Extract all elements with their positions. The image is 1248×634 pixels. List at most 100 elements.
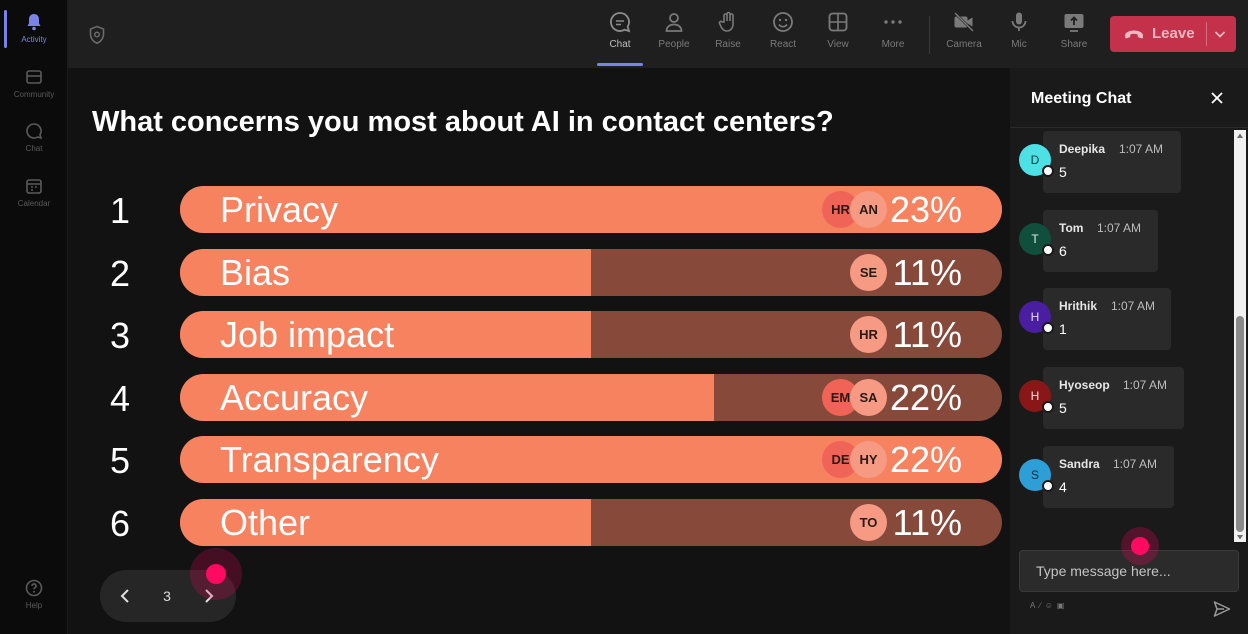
app-rail: Activity Community Chat Calendar Help xyxy=(0,0,68,634)
poll-bar-fill xyxy=(180,498,591,546)
message-text: 5 xyxy=(1059,400,1067,417)
pointer-highlight xyxy=(1121,527,1159,565)
message-timestamp: 1:07 AM xyxy=(1097,220,1142,235)
react-button[interactable]: React xyxy=(760,10,806,50)
share-button[interactable]: Share xyxy=(1051,10,1097,50)
poll-option[interactable]: 1 HR AN 23% Privacy xyxy=(68,186,1010,234)
voter-avatar: EM xyxy=(822,378,859,416)
poll-option-label: Accuracy xyxy=(220,376,369,418)
chat-label: Chat xyxy=(609,39,631,50)
poll-option-percent: 11% xyxy=(892,251,962,293)
chevron-right-icon[interactable] xyxy=(200,586,218,606)
hang-up-icon xyxy=(1125,30,1143,39)
page-number: 3 xyxy=(163,588,171,604)
rail-item-calendar[interactable]: Calendar xyxy=(0,176,68,208)
scroll-down-icon[interactable] xyxy=(1236,533,1244,541)
sender-name: Sandra xyxy=(1059,456,1100,471)
poll-option-number: 4 xyxy=(109,377,131,419)
gif-icon[interactable]: ▣ xyxy=(1056,601,1069,610)
format-icon[interactable]: A xyxy=(1030,601,1040,610)
message-bubble: Hyoseop 1:07 AM 5 xyxy=(1043,367,1184,430)
meeting-toolbar: Chat People Raise React View More Camera… xyxy=(68,0,1248,68)
poll-option[interactable]: 6 TO 11% Other xyxy=(68,498,1010,547)
view-button[interactable]: View xyxy=(815,10,861,50)
people-button[interactable]: People xyxy=(651,10,697,50)
poll-option[interactable]: 5 DE HY 22% Transparency xyxy=(68,436,1010,484)
voter-avatar: SA xyxy=(850,378,887,416)
message-bubble: Tom 1:07 AM 6 xyxy=(1043,209,1158,272)
leave-label: Leave xyxy=(1152,25,1195,42)
rail-label: Community xyxy=(13,90,55,99)
poll-option-label: Transparency xyxy=(220,439,439,480)
pointer-highlight xyxy=(190,548,242,600)
message-text: 4 xyxy=(1059,478,1067,495)
smiley-icon xyxy=(773,12,793,32)
voter-avatar: AN xyxy=(850,191,887,228)
chevron-left-icon[interactable] xyxy=(116,586,134,606)
camera-button[interactable]: Camera xyxy=(941,10,987,50)
poll-option-percent: 11% xyxy=(892,314,962,355)
chevron-down-icon[interactable] xyxy=(1213,27,1227,41)
leave-divider xyxy=(1206,22,1207,46)
message-timestamp: 1:07 AM xyxy=(1123,378,1168,393)
poll-option-number: 1 xyxy=(109,190,131,231)
people-label: People xyxy=(658,39,690,50)
mic-button[interactable]: Mic xyxy=(996,10,1042,50)
message-text: 6 xyxy=(1059,242,1067,259)
chat-button[interactable]: Chat xyxy=(597,10,643,50)
camera-off-icon xyxy=(954,12,974,32)
poll-question: What concerns you most about AI in conta… xyxy=(92,106,834,138)
rail-item-help[interactable]: Help xyxy=(0,578,68,610)
rail-item-activity[interactable]: Activity xyxy=(0,12,68,44)
more-button[interactable]: More xyxy=(870,10,916,50)
message-timestamp: 1:07 AM xyxy=(1113,456,1158,471)
react-label: React xyxy=(769,39,797,50)
message-bubble: Sandra 1:07 AM 4 xyxy=(1043,445,1174,508)
poll-bar-fill xyxy=(180,248,591,296)
raise-label: Raise xyxy=(715,39,741,50)
scroll-thumb[interactable] xyxy=(1236,316,1244,532)
scroll-up-icon[interactable] xyxy=(1236,132,1244,140)
poll-option[interactable]: 3 HR 11% Job impact xyxy=(68,311,1010,359)
help-icon xyxy=(25,579,43,597)
rail-item-chat[interactable]: Chat xyxy=(0,121,68,153)
mic-label: Mic xyxy=(1011,39,1027,50)
presence-dot xyxy=(1042,165,1054,177)
poll-option-label: Other xyxy=(220,501,311,543)
send-icon[interactable] xyxy=(1213,600,1231,618)
view-label: View xyxy=(827,39,849,50)
meeting-chat-panel: Meeting Chat Deepika 1:07 AM 5 D Tom 1:07 AM 6… xyxy=(1010,68,1248,634)
chat-scrollbar[interactable] xyxy=(1234,130,1246,542)
message-bubble: Deepika 1:07 AM 5 xyxy=(1043,131,1181,193)
raise-hand-button[interactable]: Raise xyxy=(705,10,751,50)
sender-name: Hyoseop xyxy=(1059,378,1110,393)
message-text: 1 xyxy=(1059,321,1067,338)
poll-option-label: Job impact xyxy=(220,314,395,355)
attach-icon[interactable]: ∕ xyxy=(1039,601,1045,610)
poll-option-percent: 23% xyxy=(889,189,962,230)
message-text: 5 xyxy=(1059,164,1067,180)
toolbar-divider xyxy=(929,16,930,54)
shield-icon[interactable] xyxy=(88,25,106,45)
emoji-icon[interactable]: ☺ xyxy=(1044,601,1057,610)
leave-button[interactable]: Leave xyxy=(1110,16,1236,52)
more-label: More xyxy=(881,39,905,50)
raise-hand-icon xyxy=(718,11,734,32)
poll-option-number: 5 xyxy=(109,440,131,481)
message-timestamp: 1:07 AM xyxy=(1111,299,1156,314)
rail-label: Help xyxy=(25,601,43,610)
rail-item-community[interactable]: Community xyxy=(0,67,68,99)
poll-option-label: Privacy xyxy=(220,189,339,230)
poll-bar: HR 11% xyxy=(180,311,1002,358)
rail-label: Activity xyxy=(21,35,47,44)
calendar-icon xyxy=(26,179,42,194)
chat-icon xyxy=(26,123,43,140)
close-icon[interactable] xyxy=(1209,90,1225,106)
poll-option[interactable]: 2 SE 11% Bias xyxy=(68,248,1010,297)
chat-message-input[interactable] xyxy=(1019,550,1239,592)
more-dots-icon xyxy=(884,20,902,24)
poll-bar-fill xyxy=(180,311,591,358)
poll-option-percent: 22% xyxy=(889,439,962,480)
poll-option-number: 2 xyxy=(109,252,131,294)
poll-option[interactable]: 4 EM SA 22% Accuracy xyxy=(68,373,1010,422)
